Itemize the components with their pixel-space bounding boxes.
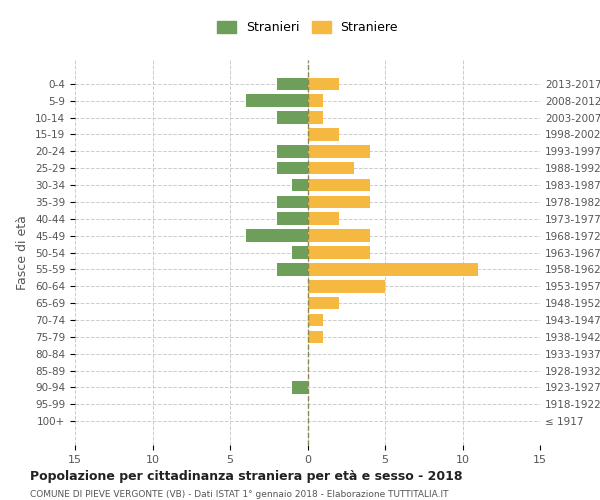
Bar [308,246,370,259]
Bar [308,212,338,225]
Bar [308,111,323,124]
Bar [245,230,308,242]
Bar [277,212,308,225]
Bar [308,330,323,343]
Bar [245,94,308,107]
Bar [308,196,370,208]
Bar [308,178,370,192]
Bar [308,263,478,276]
Bar [308,162,354,174]
Bar [277,78,308,90]
Bar [308,280,385,292]
Bar [292,246,308,259]
Bar [277,162,308,174]
Bar [308,230,370,242]
Bar [308,145,370,158]
Bar [277,196,308,208]
Bar [308,128,338,141]
Y-axis label: Fasce di età: Fasce di età [16,215,29,290]
Bar [308,297,338,310]
Text: COMUNE DI PIEVE VERGONTE (VB) - Dati ISTAT 1° gennaio 2018 - Elaborazione TUTTIT: COMUNE DI PIEVE VERGONTE (VB) - Dati IST… [30,490,449,499]
Legend: Stranieri, Straniere: Stranieri, Straniere [212,16,403,39]
Bar [292,178,308,192]
Bar [277,263,308,276]
Bar [277,145,308,158]
Bar [277,111,308,124]
Bar [292,381,308,394]
Bar [308,78,338,90]
Bar [308,94,323,107]
Bar [308,314,323,326]
Text: Popolazione per cittadinanza straniera per età e sesso - 2018: Popolazione per cittadinanza straniera p… [30,470,463,483]
